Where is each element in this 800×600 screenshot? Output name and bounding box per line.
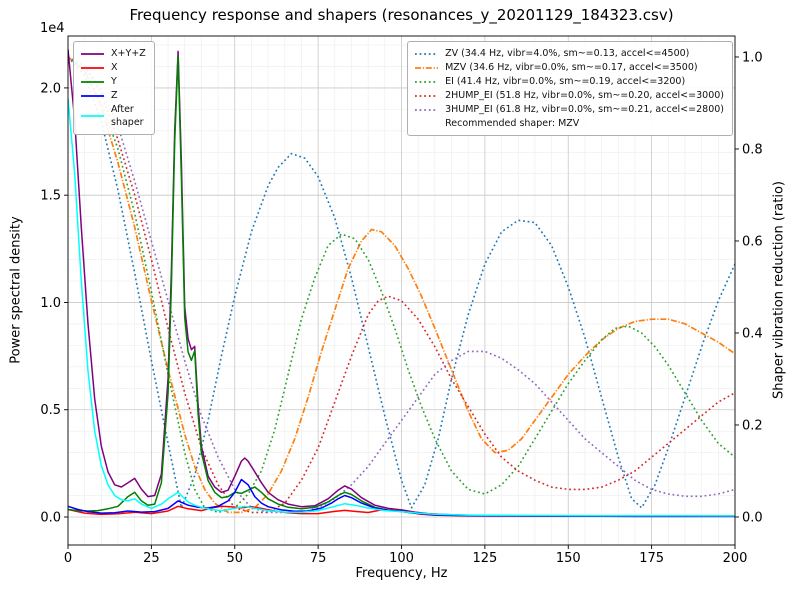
legend-note-spacer — [414, 119, 439, 129]
legend-item: 3HUMP_EI (61.8 Hz, vibr=0.0%, sm~=0.21, … — [414, 103, 724, 116]
legend-item-label: X — [111, 62, 118, 73]
y-tick-label-right: 1.0 — [742, 50, 763, 65]
y-axis-label-right: Shaper vibration reduction (ratio) — [771, 181, 787, 399]
legend-psd: X+Y+Z X Y Z After shaper — [73, 41, 155, 135]
y-axis-label-left: Power spectral density — [8, 216, 24, 364]
legend-item: EI (41.4 Hz, vibr=0.0%, sm~=0.19, accel<… — [414, 75, 724, 88]
series-ei — [68, 56, 735, 514]
series-hump3 — [68, 56, 735, 514]
legend-item: X — [80, 61, 146, 74]
line-swatch-icon — [415, 108, 439, 111]
legend-item-label: EI (41.4 Hz, vibr=0.0%, sm~=0.19, accel<… — [445, 76, 686, 87]
line-swatch-icon — [81, 52, 104, 55]
line-swatch-icon — [81, 115, 104, 117]
y-tick-label-right: 0.2 — [742, 418, 763, 433]
legend-item: MZV (34.6 Hz, vibr=0.0%, sm~=0.17, accel… — [414, 61, 724, 74]
line-swatch-icon — [415, 80, 439, 83]
y-tick-label-right: 0.4 — [742, 326, 763, 341]
y-tick-label-left: 2.0 — [40, 81, 61, 96]
y-tick-label-left: 0.0 — [40, 511, 61, 526]
legend-item-label: 3HUMP_EI (61.8 Hz, vibr=0.0%, sm~=0.21, … — [445, 104, 724, 115]
series-hump2 — [68, 56, 735, 514]
y-tick-label-left: 1.5 — [40, 189, 61, 204]
legend-item-label: ZV (34.4 Hz, vibr=4.0%, sm~=0.13, accel<… — [445, 48, 690, 59]
x-axis-label: Frequency, Hz — [355, 566, 448, 581]
legend-item-label: X+Y+Z — [111, 48, 146, 59]
series-xyz — [68, 49, 735, 517]
x-tick-label: 150 — [556, 551, 581, 566]
legend-item: X+Y+Z — [80, 47, 146, 60]
legend-item-label: Y — [111, 76, 117, 87]
line-swatch-icon — [81, 80, 104, 83]
legend-item: After shaper — [80, 103, 146, 129]
x-tick-label: 175 — [639, 551, 664, 566]
x-tick-label: 200 — [723, 551, 748, 566]
legend-item: ZV (34.4 Hz, vibr=4.0%, sm~=0.13, accel<… — [414, 47, 724, 60]
legend-note: Recommended shaper: MZV — [445, 118, 580, 129]
y-axis-offset-label: 1e4 — [40, 21, 65, 36]
x-tick-label: 100 — [389, 551, 414, 566]
legend-item: Y — [80, 75, 146, 88]
series-paths — [68, 49, 735, 518]
tick-labels: 0 25 50 75 100 125 150 175 200 0.0 0.5 1.0 1.5 2.0 0.0… — [40, 50, 762, 566]
y-tick-label-right: 0.8 — [742, 142, 763, 157]
line-swatch-icon — [81, 94, 104, 97]
legend-item-label: After shaper — [111, 104, 144, 128]
legend-item: 2HUMP_EI (51.8 Hz, vibr=0.0%, sm~=0.20, … — [414, 89, 724, 102]
legend-item-label: Z — [111, 90, 118, 101]
x-tick-label: 25 — [143, 551, 160, 566]
series-mzv — [68, 56, 735, 514]
x-tick-label: 50 — [226, 551, 243, 566]
legend-item-label: MZV (34.6 Hz, vibr=0.0%, sm~=0.17, accel… — [445, 62, 698, 73]
legend-shapers: ZV (34.4 Hz, vibr=4.0%, sm~=0.13, accel<… — [407, 41, 733, 136]
legend-item-label: 2HUMP_EI (51.8 Hz, vibr=0.0%, sm~=0.20, … — [445, 90, 724, 101]
legend-item: Z — [80, 89, 146, 102]
series-after — [68, 98, 735, 517]
y-tick-label-right: 0.6 — [742, 234, 763, 249]
chart-title: Frequency response and shapers (resonanc… — [129, 6, 674, 24]
line-swatch-icon — [81, 66, 104, 69]
line-swatch-icon — [415, 94, 439, 97]
y-tick-label-left: 0.5 — [40, 403, 61, 418]
x-tick-label: 125 — [472, 551, 497, 566]
x-tick-label: 0 — [64, 551, 72, 566]
line-swatch-icon — [415, 66, 439, 69]
series-zv — [68, 56, 735, 509]
y-tick-label-left: 1.0 — [40, 296, 61, 311]
x-tick-label: 75 — [310, 551, 327, 566]
legend-note-row: Recommended shaper: MZV — [414, 117, 724, 130]
grid-layer — [68, 36, 735, 545]
line-swatch-icon — [415, 52, 439, 55]
y-tick-label-right: 0.0 — [742, 510, 763, 525]
